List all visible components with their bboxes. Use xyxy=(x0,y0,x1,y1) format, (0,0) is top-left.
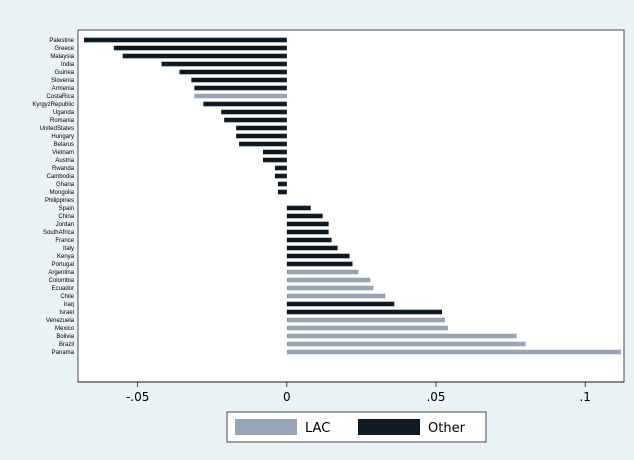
bar-palestine xyxy=(83,37,287,43)
category-label-portugal: Portugal xyxy=(52,262,74,268)
bar-southafrica xyxy=(286,229,329,235)
category-label-israel: Israel xyxy=(59,310,74,316)
category-label-costarica: CostaRica xyxy=(46,94,74,100)
legend-label-lac: LAC xyxy=(305,421,330,436)
category-label-iraq: Iraq xyxy=(64,302,74,308)
bar-greece xyxy=(113,45,287,51)
legend-swatch-other xyxy=(358,419,420,435)
category-label-mongolia: Mongolia xyxy=(50,190,75,196)
bar-kenya xyxy=(286,253,350,259)
bar-india xyxy=(161,61,287,67)
bar-vietnam xyxy=(262,149,287,155)
bar-hungary xyxy=(236,133,287,139)
bar-kyrgyzrepublic xyxy=(203,101,287,107)
category-label-jordan: Jordan xyxy=(56,222,74,228)
bar-portugal xyxy=(286,261,353,267)
category-label-philippines: Philippines xyxy=(45,198,74,204)
bar-uganda xyxy=(221,109,287,115)
bar-belarus xyxy=(239,141,287,147)
category-label-romania: Romania xyxy=(50,118,75,124)
legend: LAC Other xyxy=(226,411,487,443)
bar-italy xyxy=(286,245,338,251)
bar-malaysia xyxy=(122,53,287,59)
bar-ecuador xyxy=(286,285,374,291)
bar-mongolia xyxy=(277,189,287,195)
category-label-argentina: Argentina xyxy=(48,270,74,276)
category-label-france: France xyxy=(55,238,74,244)
bar-brazil xyxy=(286,341,526,347)
category-label-kenya: Kenya xyxy=(57,254,75,260)
x-tick-label: .1 xyxy=(579,390,590,404)
bar-panama xyxy=(286,349,622,355)
category-label-ecuador: Ecuador xyxy=(52,286,74,292)
bars-group xyxy=(83,37,622,355)
category-label-mexico: Mexico xyxy=(55,326,75,332)
category-label-italy: Italy xyxy=(63,246,74,252)
bar-armenia xyxy=(194,85,287,91)
bar-jordan xyxy=(286,221,329,227)
bar-bolivia xyxy=(286,333,517,339)
bar-austria xyxy=(262,157,287,163)
category-label-austria: Austria xyxy=(55,158,74,164)
plot-area xyxy=(77,29,625,383)
category-label-bolivia: Bolivia xyxy=(56,334,74,340)
category-label-vietnam: Vietnam xyxy=(52,150,74,156)
bar-unitedstates xyxy=(236,125,287,131)
category-label-southafrica: SouthAfrica xyxy=(43,230,75,236)
category-label-spain: Spain xyxy=(59,206,74,212)
category-label-belarus: Belarus xyxy=(54,142,74,148)
category-label-colombia: Colombia xyxy=(49,278,75,284)
category-label-slovenia: Slovenia xyxy=(51,78,75,84)
bar-costarica xyxy=(194,93,287,99)
bar-slovenia xyxy=(191,77,287,83)
bar-france xyxy=(286,237,332,243)
x-tick-label: .05 xyxy=(426,390,445,404)
x-tick-label: 0 xyxy=(283,390,291,404)
category-label-unitedstates: UnitedStates xyxy=(40,126,74,132)
bar-cambodia xyxy=(274,173,287,179)
category-label-guinea: Guinea xyxy=(55,70,75,76)
category-labels-group: Palestine Greece Malaysia India Guinea Sloven… xyxy=(32,38,74,356)
bar-romania xyxy=(224,117,287,123)
category-label-india: India xyxy=(61,62,75,68)
category-label-cambodia: Cambodia xyxy=(47,174,75,180)
category-label-china: China xyxy=(58,214,74,220)
bar-rwanda xyxy=(274,165,287,171)
x-tick-label: -.05 xyxy=(126,390,149,404)
bar-guinea xyxy=(179,69,287,75)
category-label-kyrgyzrepublic: KyrgyzRepublic xyxy=(32,102,74,108)
category-label-chile: Chile xyxy=(60,294,74,300)
category-label-brazil: Brazil xyxy=(59,342,74,348)
x-axis: -.05 0 .05 .1 xyxy=(78,381,624,404)
legend-swatch-lac xyxy=(235,419,297,435)
bar-venezuela xyxy=(286,317,445,323)
category-label-malaysia: Malaysia xyxy=(50,54,74,60)
category-label-palestine: Palestine xyxy=(49,38,74,44)
bar-iraq xyxy=(286,301,395,307)
bar-israel xyxy=(286,309,442,315)
category-label-panama: Panama xyxy=(52,350,75,356)
bar-mexico xyxy=(286,325,448,331)
bar-spain xyxy=(286,205,311,211)
legend-label-other: Other xyxy=(428,421,466,436)
category-label-uganda: Uganda xyxy=(53,110,75,116)
bar-colombia xyxy=(286,277,371,283)
bar-china xyxy=(286,213,323,219)
bar-argentina xyxy=(286,269,359,275)
category-label-armenia: Armenia xyxy=(52,86,75,92)
category-label-venezuela: Venezuela xyxy=(46,318,75,324)
category-label-rwanda: Rwanda xyxy=(52,166,75,172)
category-label-greece: Greece xyxy=(54,46,74,52)
category-label-hungary: Hungary xyxy=(51,134,74,140)
category-label-ghana: Ghana xyxy=(56,182,75,188)
bar-chile xyxy=(286,293,386,299)
bar-ghana xyxy=(277,181,287,187)
